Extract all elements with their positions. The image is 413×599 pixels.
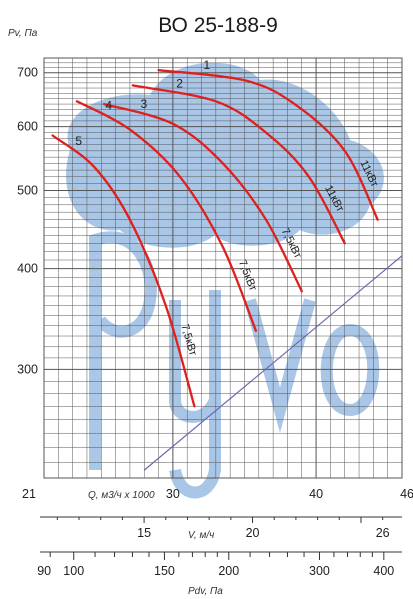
fan-curves [51, 69, 379, 408]
watermark-letter-o [320, 323, 380, 417]
curve-number-2: 2 [176, 76, 183, 90]
curve-number-1: 1 [204, 58, 211, 72]
watermark-letter-y [169, 290, 221, 499]
x3-axis-label: Pdv, Па [188, 586, 223, 597]
velocity-tick-label: 26 [376, 526, 390, 540]
curve-number-5: 5 [75, 134, 82, 148]
velocity-tick-label: 15 [137, 526, 151, 540]
curve-number-3: 3 [141, 97, 148, 111]
y-axis-label: Pv, Па [8, 28, 38, 39]
x-tick-labels: 21 30 40 46 [22, 487, 413, 501]
watermark-letter-p [89, 231, 157, 470]
curve-number-4: 4 [105, 98, 112, 112]
y-tick-label: 400 [17, 262, 38, 276]
x2-axis-label: V, м/ч [188, 530, 214, 541]
x-tick-label: 46 [400, 487, 413, 501]
y-tick-label: 700 [17, 66, 38, 80]
y-tick-label: 300 [17, 362, 38, 376]
x-axis-label: Q, м3/ч x 1000 [88, 490, 155, 501]
y-tick-label: 600 [17, 120, 38, 134]
x-tick-label: 40 [309, 487, 323, 501]
plot-frame [43, 57, 403, 479]
pdv-tick-label: 400 [373, 564, 394, 578]
velocity-axis: 15 20 26 [40, 516, 402, 540]
curve-power-5: 7,5кВт [178, 323, 198, 357]
watermark-cloud [66, 62, 384, 248]
velocity-tick-label: 20 [246, 526, 260, 540]
pdv-tick-label: 100 [63, 564, 84, 578]
y-tick-labels: 300 400 500 600 700 [17, 66, 38, 377]
chart-grid [43, 57, 403, 479]
y-tick-label: 500 [17, 184, 38, 198]
pdv-tick-label: 300 [309, 564, 330, 578]
curve-2 [131, 84, 346, 245]
system-characteristic-line [143, 255, 403, 471]
chart-title: ВО 25-188-9 [158, 14, 278, 37]
curve-3 [102, 102, 303, 293]
curve-4 [75, 100, 258, 332]
x-tick-label: 30 [166, 487, 180, 501]
watermark-letter-v [244, 298, 316, 433]
pdv-tick-label: 150 [154, 564, 175, 578]
curve-1 [157, 69, 379, 221]
watermark-logo [66, 62, 384, 499]
pdv-tick-label: 90 [37, 564, 51, 578]
curve-5 [51, 134, 196, 408]
x-tick-label: 21 [22, 487, 36, 501]
pdv-tick-label: 200 [218, 564, 239, 578]
dynamic-pressure-axis: 90 100 150 200 300 400 [37, 551, 402, 578]
